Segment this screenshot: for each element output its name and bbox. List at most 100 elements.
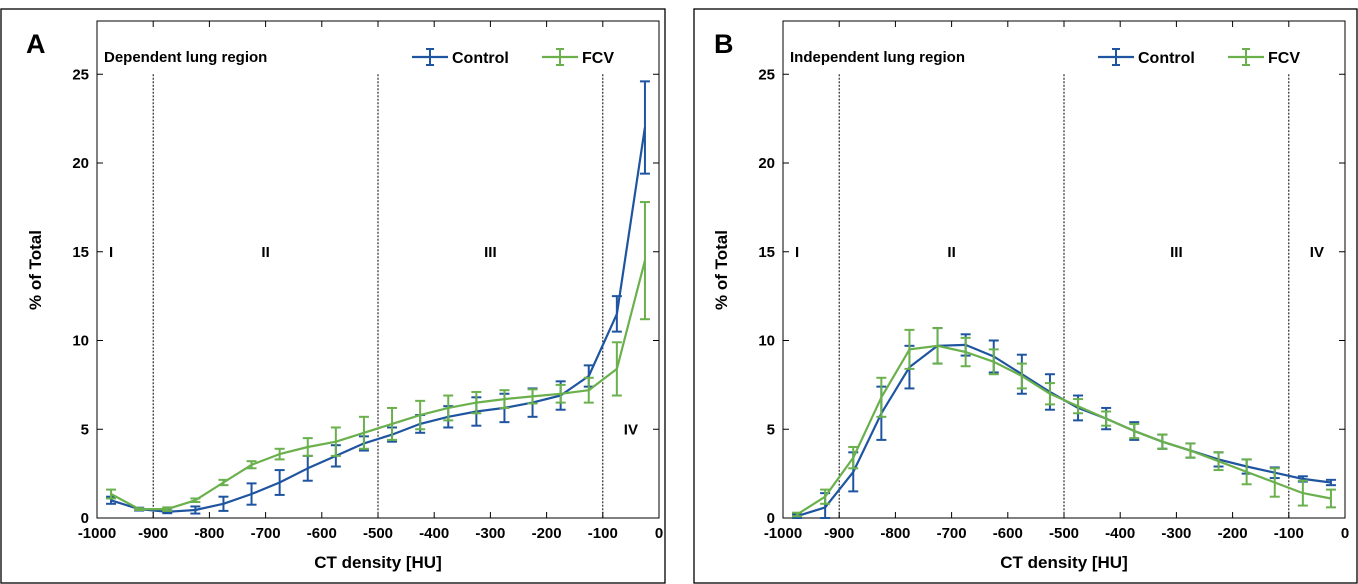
y-tick-label: 0 [767, 510, 775, 527]
error-bar [471, 390, 482, 415]
series-line [796, 343, 1332, 518]
panel-a: A Dependent lung region CT density [HU] … [0, 8, 666, 584]
panel-a-letter: A [26, 29, 46, 59]
region-label: IV [1310, 244, 1324, 261]
x-tick-label: -200 [532, 525, 562, 542]
error-bar [527, 388, 538, 405]
panel-a-y-axis-label: % of Total [26, 230, 45, 310]
y-tick-label: 25 [72, 66, 89, 83]
error-bar [1129, 422, 1140, 440]
panel-a-ticks: -1000 -900 -800 -700 -600 -500 -400 -300 -200 -10… [72, 21, 663, 542]
x-tick-label: -400 [1105, 525, 1135, 542]
panel-a-series [106, 80, 650, 515]
error-bar [932, 327, 943, 365]
error-bar [876, 376, 887, 418]
panel-a-frame [0, 8, 666, 584]
error-bar [1325, 478, 1336, 487]
error-bar [218, 478, 229, 487]
error-bar [1073, 398, 1084, 415]
panel-b-regions: I II III IV [795, 74, 1324, 518]
x-tick-label: -700 [937, 525, 967, 542]
x-tick-label: -400 [419, 525, 449, 542]
panel-b-series [792, 327, 1336, 519]
panel-b-x-axis-label: CT density [HU] [1000, 553, 1128, 572]
x-tick-label: -600 [993, 525, 1023, 542]
x-tick-label: -200 [1218, 525, 1248, 542]
y-tick-label: 15 [758, 244, 775, 261]
x-tick-label: -100 [588, 525, 618, 542]
x-tick-label: -300 [475, 525, 505, 542]
error-bar [330, 426, 341, 457]
x-tick-label: -800 [194, 525, 224, 542]
y-tick-label: 25 [758, 66, 775, 83]
error-bar [302, 454, 313, 482]
panel-b-letter: B [714, 29, 734, 59]
legend-item-fcv: FCV [1228, 48, 1300, 67]
error-bar [274, 469, 285, 496]
x-tick-label: 0 [1341, 525, 1349, 542]
error-bar [583, 376, 594, 404]
panel-a-title: Dependent lung region [104, 49, 267, 66]
series-line [110, 260, 646, 511]
error-bar [1297, 479, 1308, 507]
legend-item-control: Control [412, 48, 509, 67]
region-label: III [484, 244, 497, 261]
y-tick-label: 20 [758, 155, 775, 172]
error-bar [611, 295, 622, 333]
panel-a-legend: Control FCV [412, 48, 614, 67]
error-bar [415, 399, 426, 431]
panel-b: B Independent lung region CT density [HU… [693, 8, 1358, 584]
x-tick-label: -100 [1274, 525, 1304, 542]
panel-b-title: Independent lung region [790, 49, 965, 66]
error-bar [639, 201, 650, 321]
error-bar [1157, 433, 1168, 450]
x-tick-label: -500 [363, 525, 393, 542]
error-bar [988, 348, 999, 376]
region-label: II [261, 244, 269, 261]
y-tick-label: 5 [81, 421, 89, 438]
series-control [792, 327, 1336, 519]
panel-a-x-axis-label: CT density [HU] [314, 553, 442, 572]
legend-label: Control [452, 50, 509, 67]
error-bar [443, 394, 454, 422]
error-bar [246, 460, 257, 470]
error-bar [1213, 451, 1224, 472]
error-bar [162, 506, 173, 512]
error-bar [792, 511, 803, 518]
error-bar [302, 437, 313, 457]
series-fcv [106, 201, 650, 512]
region-label: IV [624, 421, 638, 438]
panel-b-ticks: -1000 -900 -800 -700 -600 -500 -400 -300 -200 -10… [758, 21, 1349, 542]
x-tick-label: -500 [1049, 525, 1079, 542]
legend-label: FCV [582, 50, 614, 67]
y-tick-label: 10 [758, 333, 775, 350]
error-bar [190, 497, 201, 504]
panel-b-frame [693, 8, 1358, 584]
error-bar [904, 328, 915, 370]
x-tick-label: -800 [880, 525, 910, 542]
region-label: II [947, 244, 955, 261]
error-bar [190, 505, 201, 515]
legend-item-fcv: FCV [542, 48, 614, 67]
error-bar [848, 446, 859, 470]
region-label: I [795, 244, 799, 261]
error-bar [1185, 442, 1196, 459]
panel-b-y-axis-label: % of Total [712, 230, 731, 310]
error-bar [134, 507, 145, 512]
error-bar [387, 406, 398, 441]
error-bar [611, 341, 622, 397]
error-bar [1016, 362, 1027, 390]
legend-label: FCV [1268, 50, 1300, 67]
error-bar [639, 80, 650, 175]
x-tick-label: -1000 [764, 525, 802, 542]
error-bar [1269, 467, 1280, 498]
error-bar [555, 383, 566, 404]
error-bar [499, 389, 510, 409]
x-tick-label: 0 [655, 525, 663, 542]
error-bar [1325, 488, 1336, 509]
error-bar [358, 415, 369, 450]
legend-item-control: Control [1098, 48, 1195, 67]
error-bar [820, 488, 831, 505]
x-tick-label: -900 [824, 525, 854, 542]
